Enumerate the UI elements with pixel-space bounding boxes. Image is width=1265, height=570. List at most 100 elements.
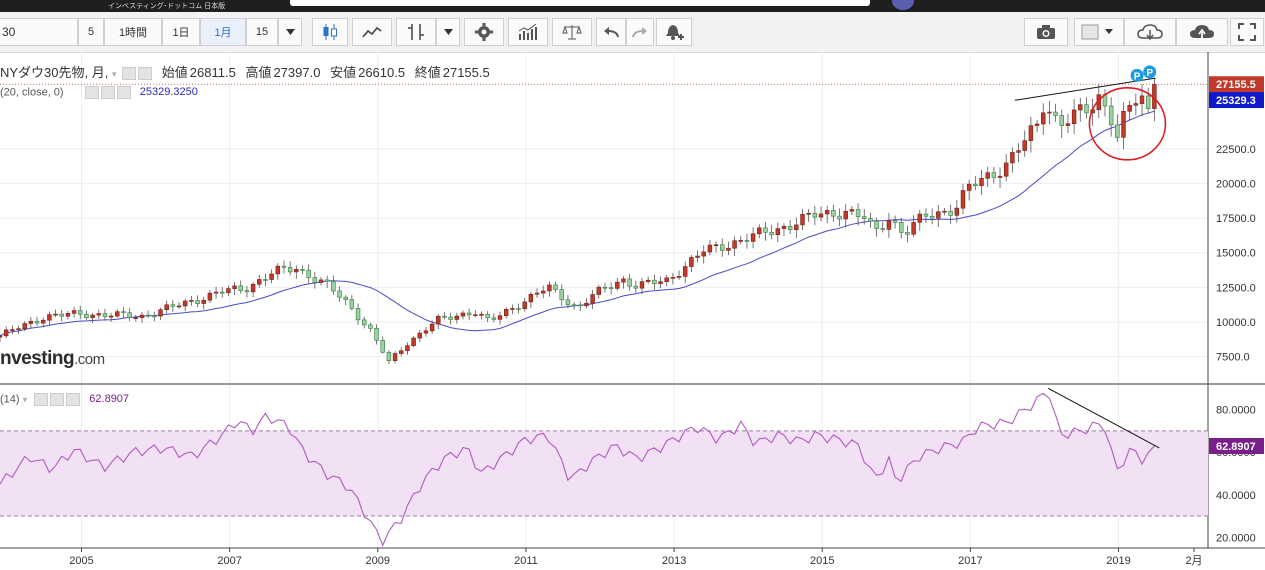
candle-body: [744, 240, 750, 242]
candle: [812, 205, 818, 226]
interval-15-button[interactable]: 15: [246, 18, 278, 46]
alert-button[interactable]: [656, 18, 692, 46]
redo-button[interactable]: [626, 18, 654, 46]
legend-settings-icon[interactable]: [138, 67, 153, 81]
candle: [34, 316, 40, 327]
candle-body: [152, 315, 157, 318]
candle: [911, 215, 916, 238]
candle-body: [423, 330, 429, 334]
indicator-dropdown-button[interactable]: [436, 18, 460, 46]
rsi-visibility-icon[interactable]: [34, 393, 49, 406]
price-tick-label: 17500.0: [1216, 213, 1256, 225]
time-tick-label: 2007: [217, 555, 241, 567]
candle: [1121, 102, 1126, 150]
settings-button[interactable]: [464, 18, 504, 46]
candle: [905, 225, 910, 243]
sma-value-tag-bg: [1209, 92, 1264, 109]
candle: [491, 313, 497, 323]
candle: [1034, 119, 1040, 133]
color-swatch-button[interactable]: [1074, 18, 1124, 46]
candle: [281, 260, 287, 274]
site-search-bar[interactable]: [290, 0, 870, 6]
interval-1m-button[interactable]: 1月: [200, 18, 246, 46]
balance-button[interactable]: [552, 18, 592, 46]
interval-1h-button[interactable]: 1時間: [104, 18, 162, 46]
candle: [695, 250, 700, 263]
highlight-circle: [1088, 87, 1167, 161]
candle-body: [880, 228, 885, 230]
rsi-close-icon[interactable]: [66, 393, 81, 406]
candle-body: [47, 314, 52, 321]
legend-dropdown[interactable]: ▾: [111, 69, 117, 79]
undo-button[interactable]: [596, 18, 626, 46]
candle-body: [911, 221, 916, 235]
rsi-value: 62.8907: [89, 393, 130, 406]
sma-value-tag: 25329.3: [1209, 92, 1264, 109]
candle: [158, 307, 163, 321]
candle-body: [34, 320, 40, 324]
fullscreen-button[interactable]: [1230, 18, 1264, 46]
screenshot-button[interactable]: [1024, 18, 1068, 46]
interval-dropdown-button[interactable]: [278, 18, 302, 46]
candle: [275, 263, 281, 280]
interval-1d-button[interactable]: 1日: [162, 18, 200, 46]
candle: [886, 213, 892, 238]
sma-settings-icon[interactable]: [100, 86, 115, 99]
rsi-legend: (14) ▾ 62.8907: [0, 393, 129, 406]
candle-body: [1016, 150, 1021, 153]
candle-body: [627, 278, 632, 287]
rsi-dropdown[interactable]: ▾: [22, 394, 28, 405]
interval-5-button[interactable]: 5: [78, 18, 104, 46]
candle-body: [232, 285, 237, 289]
candle: [349, 295, 355, 311]
candle-body: [855, 209, 861, 217]
candle-body: [1115, 124, 1120, 138]
candle: [800, 208, 805, 230]
candlestick-icon: [323, 24, 337, 40]
candle-body: [355, 308, 361, 321]
candle-body: [454, 315, 460, 320]
candle: [170, 299, 176, 312]
cloud-download-button[interactable]: [1124, 18, 1176, 46]
candle: [1133, 93, 1139, 116]
marker-circle: [1143, 65, 1157, 79]
candle: [392, 351, 398, 364]
symbol-input[interactable]: 30: [0, 18, 78, 46]
candle: [460, 310, 466, 320]
cloud-upload-button[interactable]: [1176, 18, 1228, 46]
candle-body: [689, 257, 694, 267]
indicator-button[interactable]: [396, 18, 436, 46]
candle: [479, 311, 484, 320]
user-avatar[interactable]: [892, 0, 914, 10]
rsi-polyline: [0, 392, 1155, 547]
candle: [818, 206, 824, 222]
candle: [201, 296, 206, 310]
line-chart-button[interactable]: [352, 18, 392, 46]
high-label: 高値: [245, 65, 272, 80]
sma-label: (20, close, 0): [0, 86, 64, 99]
candle-body: [701, 251, 706, 257]
legend-visibility-icon[interactable]: [122, 67, 137, 81]
candle-body: [645, 279, 651, 282]
candle-body: [250, 283, 256, 293]
candle: [485, 311, 490, 323]
compare-button[interactable]: [508, 18, 548, 46]
candlestick-button[interactable]: [312, 18, 348, 46]
candle-body: [108, 315, 114, 318]
candle-body: [84, 313, 89, 319]
candle: [238, 280, 243, 294]
sma-visibility-icon[interactable]: [84, 86, 99, 99]
rsi-settings-icon[interactable]: [50, 393, 65, 406]
candle: [973, 176, 978, 191]
camera-icon: [1037, 25, 1055, 39]
candle-body: [942, 210, 947, 213]
candle-body: [541, 290, 546, 294]
candle: [670, 272, 676, 285]
time-tick-label: 2017: [958, 555, 982, 567]
sma-polyline: [0, 110, 1155, 337]
sma-close-icon[interactable]: [116, 86, 131, 99]
candle: [676, 270, 682, 280]
settings-gear-icon: [475, 23, 493, 41]
